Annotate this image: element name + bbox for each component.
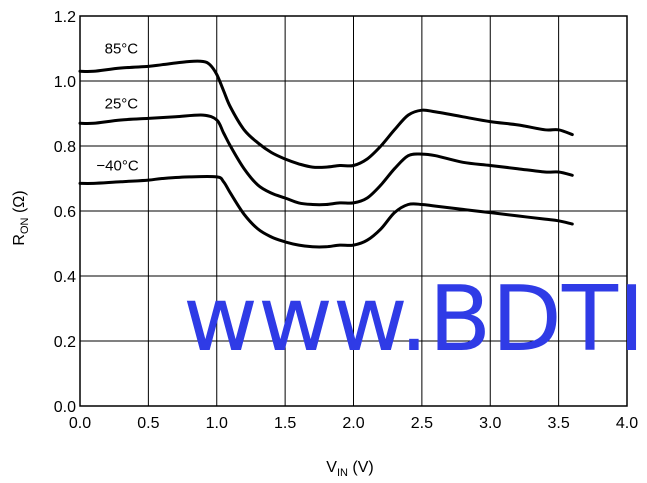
y-tick-label: 1.0 [54, 74, 76, 91]
watermark-text: www.BDTI [183, 267, 645, 372]
x-tick-label: 3.0 [479, 415, 501, 432]
x-tick-label: 2.0 [342, 415, 364, 432]
x-axis-title-unit: (V) [348, 459, 374, 476]
grid [79, 15, 628, 407]
x-tick-label: 1.5 [274, 415, 296, 432]
series-line-2 [78, 174, 574, 249]
y-tick-label: 0.8 [54, 139, 76, 156]
y-tick-label: 1.2 [54, 9, 76, 26]
y-axis-title-sub: ON [19, 217, 31, 234]
x-tick-label: 4.0 [616, 415, 638, 432]
series-line-1 [78, 113, 574, 207]
x-tick-label: 0.5 [137, 415, 159, 432]
x-tick-labels: 0.0 0.5 1.0 1.5 2.0 2.5 3.0 3.5 4.0 [69, 415, 638, 432]
series-layer [78, 59, 574, 249]
x-tick-label: 0.0 [69, 415, 91, 432]
x-tick-label: 3.5 [548, 415, 570, 432]
series-line-0 [78, 59, 574, 169]
plot-frame [79, 15, 628, 407]
x-axis-title-main: V [326, 459, 337, 476]
series-label-0: 85°C [105, 40, 139, 57]
x-tick-label: 1.0 [206, 415, 228, 432]
x-axis-title-sub: IN [337, 467, 348, 479]
x-axis-title: VIN (V) [326, 459, 373, 479]
series-label-2: −40°C [96, 157, 138, 174]
series-label-1: 25°C [105, 96, 139, 113]
y-tick-label: 0.0 [54, 399, 76, 416]
y-axis-title-main: R [11, 234, 28, 246]
y-tick-label: 0.6 [54, 204, 76, 221]
y-tick-labels: 0.0 0.2 0.4 0.6 0.8 1.0 1.2 [54, 9, 76, 416]
y-axis-title-unit: (Ω) [11, 190, 28, 217]
x-tick-label: 2.5 [411, 415, 433, 432]
y-axis-title: RON (Ω) [11, 190, 31, 245]
y-tick-label: 0.4 [54, 269, 76, 286]
y-tick-label: 0.2 [54, 334, 76, 351]
series-labels: 85°C 25°C −40°C [96, 40, 138, 174]
